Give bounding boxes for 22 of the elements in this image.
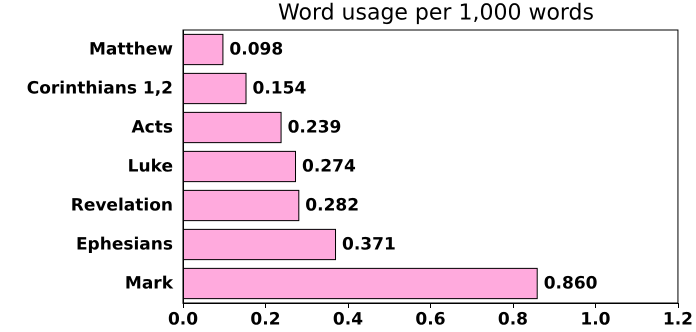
data-label: 0.098 — [229, 40, 284, 60]
y-tick-label: Ephesians — [76, 234, 173, 254]
y-tick-label: Luke — [128, 156, 173, 176]
y-tick-label: Revelation — [70, 196, 173, 216]
chart-title: Word usage per 1,000 words — [278, 0, 594, 26]
data-label: 0.371 — [342, 234, 396, 254]
y-tick-label: Corinthians 1,2 — [26, 78, 173, 98]
x-tick-label: 0.4 — [332, 310, 364, 330]
data-label: 0.154 — [252, 78, 306, 98]
data-label: 0.282 — [305, 196, 360, 216]
data-label: 0.860 — [544, 274, 598, 294]
y-tick-label: Matthew — [89, 40, 174, 60]
x-tick-label: 1.0 — [580, 310, 611, 330]
x-tick-label: 1.2 — [662, 310, 694, 330]
y-tick-label: Acts — [132, 118, 173, 138]
x-tick-label: 0.2 — [250, 310, 281, 330]
x-tick-label: 0.0 — [168, 310, 198, 330]
data-label: 0.239 — [288, 118, 342, 138]
x-tick-label: 0.8 — [498, 310, 528, 330]
x-tick-label: 0.6 — [415, 310, 446, 330]
data-label: 0.274 — [302, 156, 356, 176]
y-tick-label: Mark — [124, 274, 174, 294]
